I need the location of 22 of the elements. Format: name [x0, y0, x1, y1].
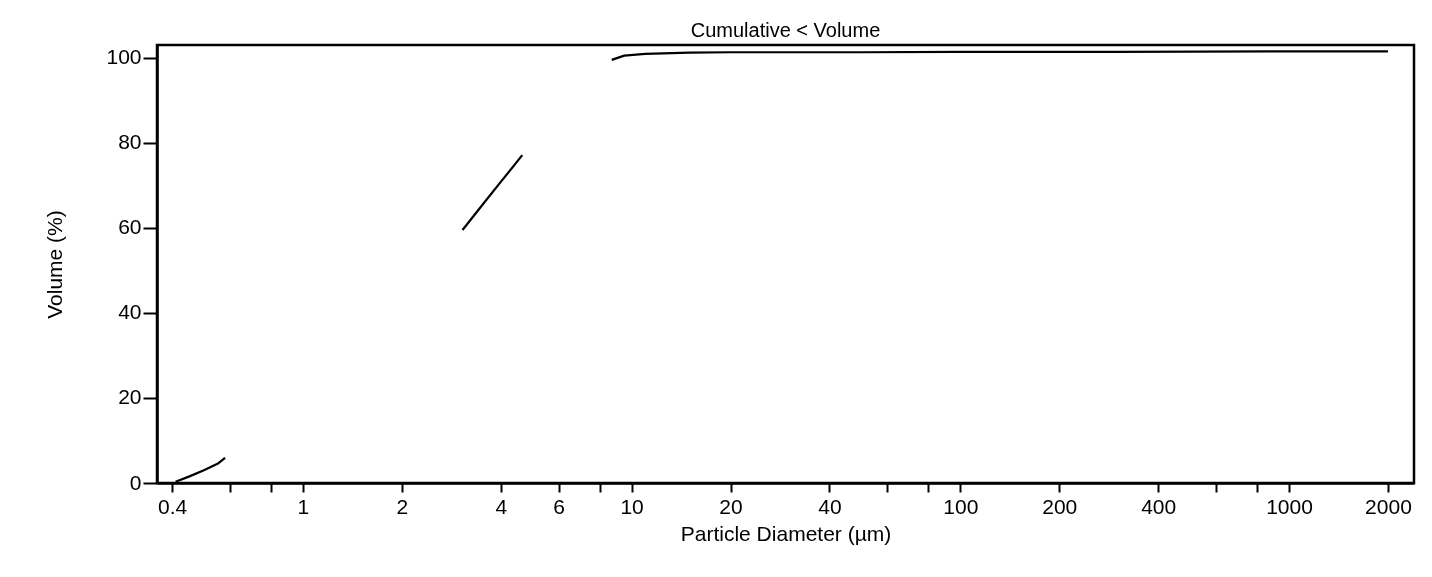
x-tick-label: 4 [495, 494, 508, 518]
y-axis-title: Volume (%) [43, 210, 67, 319]
y-tick-label: 60 [118, 215, 142, 239]
y-tick-label: 20 [118, 385, 142, 409]
x-tick-label: 400 [1141, 494, 1177, 518]
x-tick-label: 200 [1042, 494, 1078, 518]
x-tick-label: 10 [620, 494, 644, 518]
x-tick-label: 2 [396, 494, 409, 518]
y-tick-label: 0 [129, 470, 142, 494]
x-tick-label: 20 [719, 494, 743, 518]
x-tick-label: 100 [943, 494, 979, 518]
x-tick-label: 1000 [1266, 494, 1313, 518]
x-tick-label: 6 [553, 494, 565, 518]
x-tick-label: 1 [297, 494, 310, 518]
y-tick-label: 100 [106, 45, 142, 69]
y-tick-label: 80 [118, 130, 142, 154]
x-axis-title: Particle Diameter (µm) [680, 521, 892, 545]
x-tick-label: 2000 [1365, 494, 1412, 518]
y-tick-label: 40 [118, 300, 142, 324]
x-tick-label: 0.4 [157, 494, 188, 518]
chart-title: Cumulative < Volume [690, 19, 881, 41]
x-tick-label: 40 [818, 494, 842, 518]
